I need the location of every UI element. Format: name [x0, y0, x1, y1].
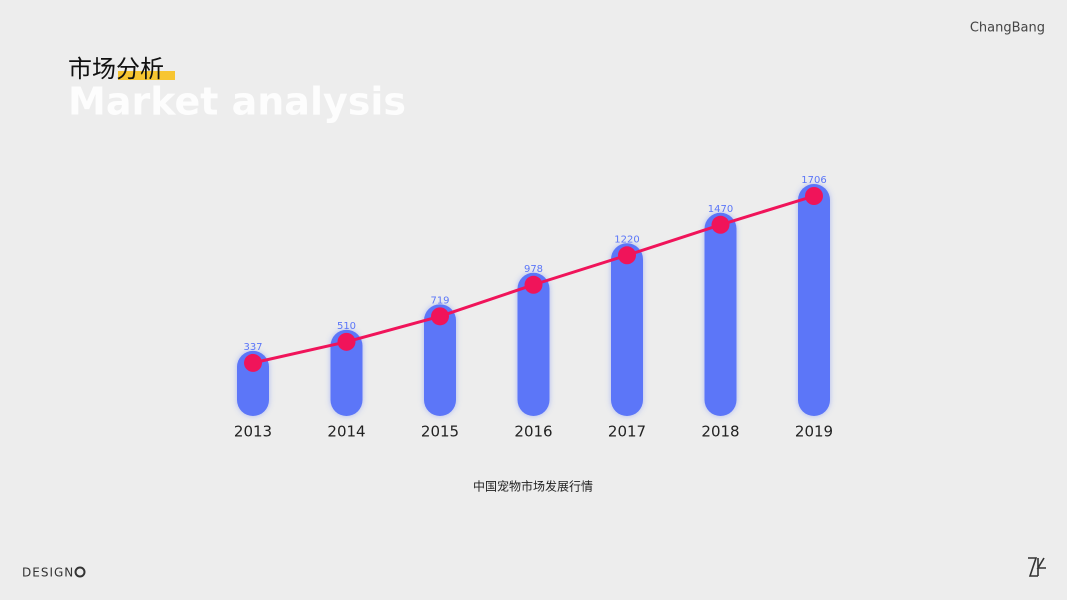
footer-icon — [74, 566, 86, 578]
x-tick-label: 2015 — [421, 423, 459, 441]
x-tick-label: 2014 — [327, 423, 365, 441]
x-tick-label: 2016 — [514, 423, 552, 441]
value-label: 719 — [430, 295, 449, 306]
x-tick-label: 2018 — [701, 423, 739, 441]
point — [244, 353, 262, 372]
x-tick-label: 2013 — [234, 423, 272, 441]
logo — [1028, 557, 1046, 577]
point — [805, 187, 823, 205]
value-label: 978 — [524, 264, 543, 275]
point — [618, 246, 636, 265]
value-label: 1470 — [708, 204, 733, 215]
slide-title: 市场分析 — [68, 55, 164, 83]
bar — [237, 350, 269, 416]
bar — [517, 272, 550, 416]
bar — [611, 243, 643, 416]
slide-subtitle: Market analysis — [68, 80, 406, 124]
footer-label: DESIGN — [22, 566, 74, 580]
bar — [704, 212, 737, 416]
brand: ChangBang — [970, 21, 1045, 36]
title-highlight — [118, 71, 175, 80]
bar — [424, 304, 456, 416]
x-tick-label: 2019 — [795, 423, 833, 441]
chart: 2013 2014 2015 2016 2017 2018 2019 337 510 719 978… — [234, 175, 833, 441]
point — [431, 307, 449, 326]
chart-caption: 中国宠物市场发展行情 — [473, 479, 593, 494]
value-label: 1706 — [801, 175, 826, 186]
point — [337, 332, 356, 351]
bar — [798, 184, 830, 416]
value-label: 1220 — [614, 234, 639, 245]
value-label: 337 — [243, 342, 262, 353]
x-tick-label: 2017 — [608, 423, 646, 441]
point — [524, 275, 543, 294]
point — [711, 215, 730, 234]
value-label: 510 — [337, 321, 356, 332]
bar — [330, 329, 363, 416]
